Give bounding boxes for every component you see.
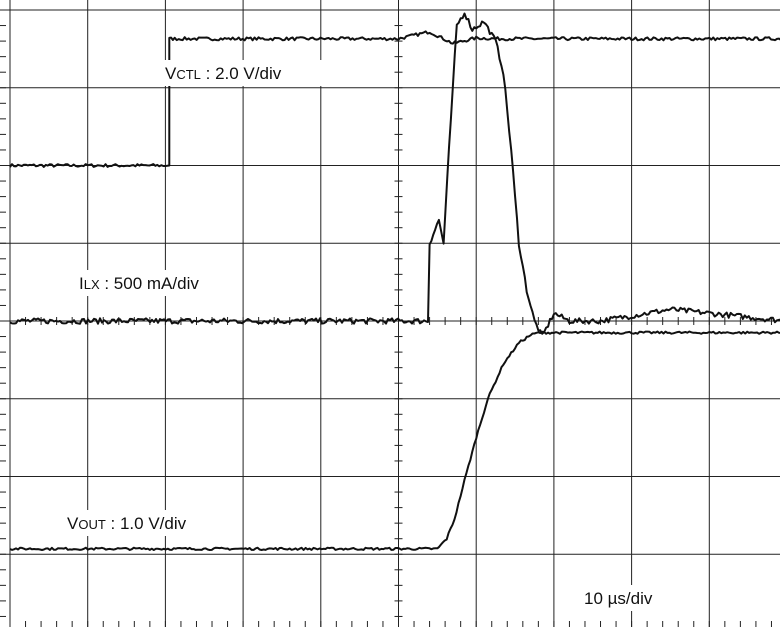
ilx-label-scale: : 500 mA/div <box>100 274 200 293</box>
ilx-label-bg <box>74 270 236 296</box>
vctl-label-scale: : 2.0 V/div <box>201 64 282 83</box>
vout-label-main: V <box>67 514 79 533</box>
vctl-label-bg <box>160 60 332 86</box>
vout-label-bg <box>62 510 230 536</box>
trace-vctl <box>9 30 780 168</box>
vctl-label-sub: CTL <box>176 67 201 82</box>
vctl-channel-label: VCTL : 2.0 V/div <box>165 64 282 83</box>
ilx-label-main: I <box>79 274 84 293</box>
graticule-ticks <box>0 9 772 627</box>
waveform-traces <box>9 12 780 551</box>
vout-channel-label: VOUT : 1.0 V/div <box>67 514 187 533</box>
ilx-channel-label: ILX : 500 mA/div <box>79 274 199 293</box>
timebase-label-bg <box>578 585 676 611</box>
timebase-label: 10 µs/div <box>584 589 653 608</box>
vout-label-sub: OUT <box>78 517 106 532</box>
ilx-label-sub: LX <box>84 277 100 292</box>
trace-ilx <box>9 12 780 335</box>
trace-vout <box>9 330 780 551</box>
vout-label-scale: : 1.0 V/div <box>106 514 187 533</box>
vctl-label-main: V <box>165 64 177 83</box>
